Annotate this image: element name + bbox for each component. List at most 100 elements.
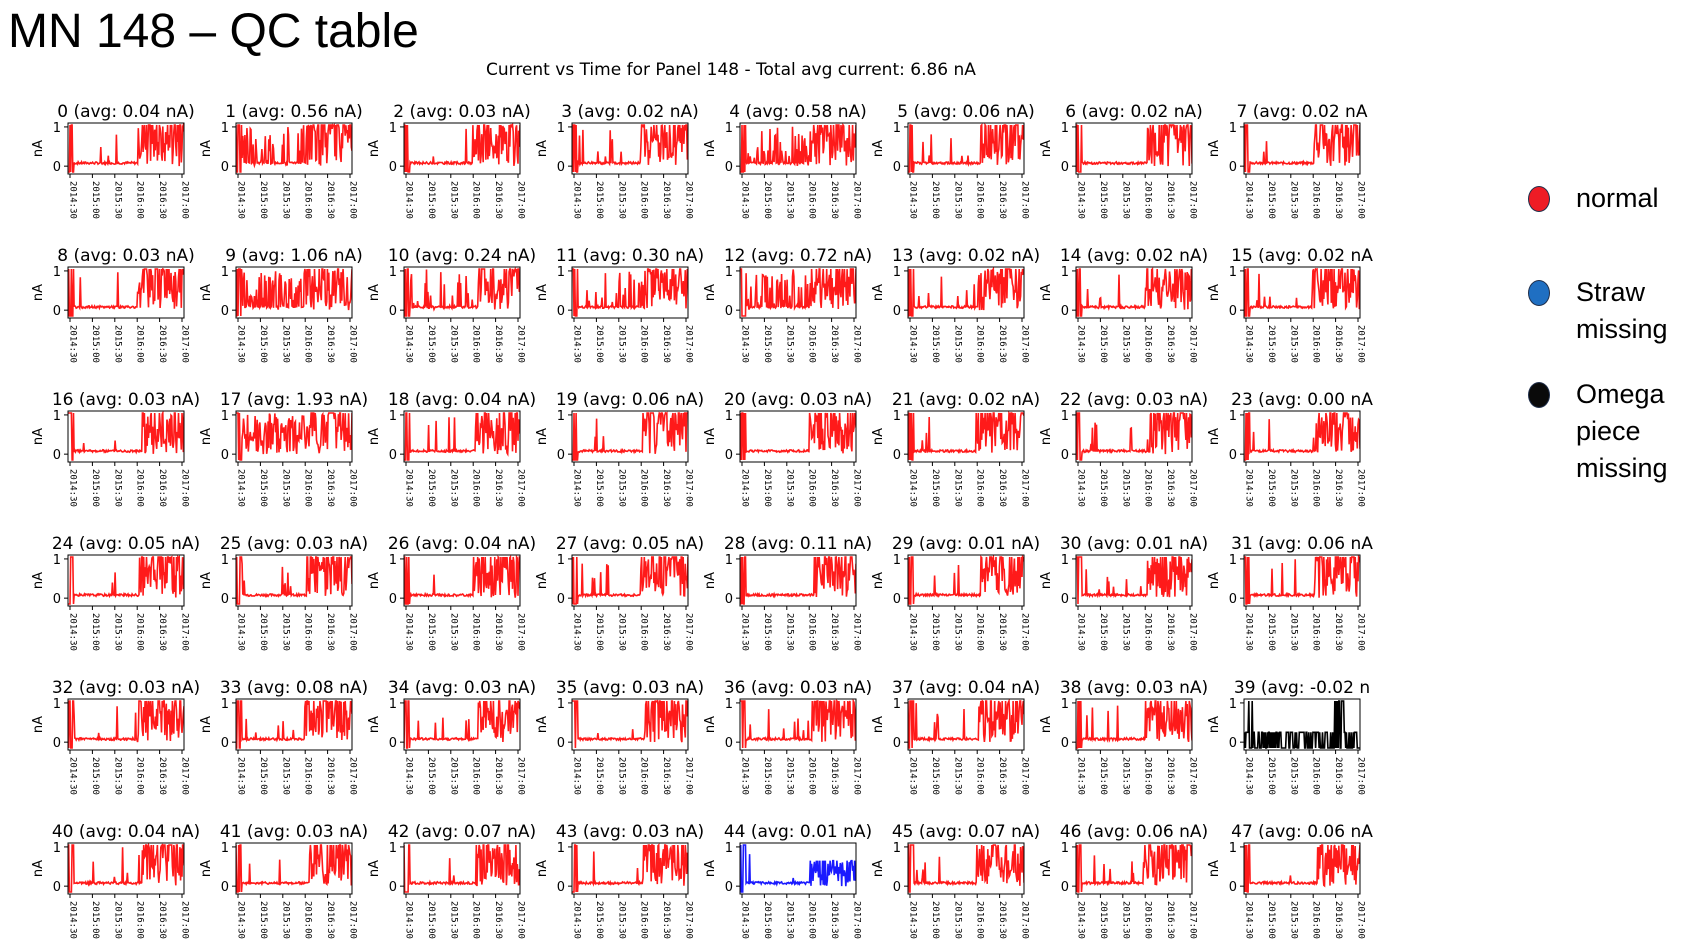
panel-title: 8 (avg: 0.03 nA) [57,246,195,266]
panel-title: 14 (avg: 0.02 nA) [1060,246,1208,266]
panel-4: 4 (avg: 0.58 nA)1 0 nA 2014:30 2015:00 2015:3… [703,102,867,219]
y-tick-label: 0 [53,592,61,607]
x-tick-label: 2014:30 [572,181,582,219]
y-tick-label: 0 [389,304,397,319]
panel-title: 47 (avg: 0.06 nA [1231,822,1373,842]
axes-frame [739,554,857,607]
axes-frame [403,410,521,463]
panel-11: 11 (avg: 0.30 nA)1 0 nA 2014:30 2015:00 2015:… [535,246,704,363]
axes-frame [1243,698,1361,751]
x-tick-label: 2016:00 [639,901,649,939]
axes-frame [907,842,1025,895]
x-tick-label: 2016:00 [135,469,145,507]
x-tick-label: 2015:00 [90,181,100,219]
x-tick-label: 2016:00 [303,469,313,507]
y-axis-label: nA [535,428,550,445]
panel-38: 38 (avg: 0.03 nA)1 0 nA 2014:30 2015:00 2015:… [1039,678,1208,795]
x-tick-label: 2016:00 [1143,325,1153,363]
x-tick-label: 2014:30 [1244,613,1254,651]
y-tick-label: 1 [53,841,61,856]
series-line [236,556,352,605]
x-tick-label: 2016:30 [661,613,671,651]
axes-frame [571,698,689,751]
panel-29: 29 (avg: 0.01 nA)1 0 nA 2014:30 2015:00 2015:… [871,534,1040,651]
panel-19: 19 (avg: 0.06 nA)1 0 nA 2014:30 2015:00 2015:… [535,390,704,507]
x-tick-label: 2017:00 [180,901,190,939]
x-tick-label: 2016:00 [135,613,145,651]
y-tick-label: 0 [53,160,61,175]
panel-title: 18 (avg: 0.04 nA) [388,390,536,410]
axes-frame [739,410,857,463]
x-tick-label: 2015:00 [258,325,268,363]
y-tick-label: 0 [389,736,397,751]
x-tick-label: 2016:00 [135,325,145,363]
x-tick-label: 2015:30 [280,757,290,795]
x-tick-label: 2016:00 [975,901,985,939]
y-axis-label: nA [535,140,550,157]
y-axis-label: nA [871,860,886,877]
x-tick-label: 2015:30 [112,325,122,363]
x-tick-label: 2016:30 [1165,901,1175,939]
y-axis-label: nA [1039,860,1054,877]
x-tick-label: 2016:30 [1165,181,1175,219]
x-tick-label: 2016:30 [493,469,503,507]
y-tick-label: 0 [221,304,229,319]
panel-title: 2 (avg: 0.03 nA) [393,102,531,122]
series-line [908,555,1024,605]
y-axis-label: nA [1039,572,1054,589]
panel-title: 22 (avg: 0.03 nA) [1060,390,1208,410]
y-tick-label: 0 [893,160,901,175]
x-tick-label: 2016:30 [661,325,671,363]
x-tick-label: 2017:00 [1020,757,1030,795]
x-tick-label: 2015:00 [426,325,436,363]
x-tick-label: 2017:00 [684,901,694,939]
y-tick-label: 1 [725,409,733,424]
y-axis-label: nA [31,572,46,589]
x-tick-label: 2015:30 [616,901,626,939]
x-tick-label: 2017:00 [1188,613,1198,651]
panel-36: 36 (avg: 0.03 nA)1 0 nA 2014:30 2015:00 2015:… [703,678,872,795]
y-tick-label: 1 [53,409,61,424]
x-tick-label: 2015:30 [280,325,290,363]
x-tick-label: 2017:00 [348,613,358,651]
series-line [404,555,520,605]
x-tick-label: 2015:30 [1120,613,1130,651]
axes-frame [235,554,353,607]
x-tick-label: 2015:00 [594,757,604,795]
x-tick-label: 2015:00 [258,613,268,651]
x-tick-label: 2016:00 [471,469,481,507]
x-tick-label: 2014:30 [404,757,414,795]
x-tick-label: 2015:30 [448,613,458,651]
y-tick-label: 0 [221,880,229,895]
y-axis-label: nA [31,284,46,301]
panel-35: 35 (avg: 0.03 nA)1 0 nA 2014:30 2015:00 2015:… [535,678,704,795]
y-axis-label: nA [31,140,46,157]
y-tick-label: 0 [53,880,61,895]
x-tick-label: 2017:00 [180,469,190,507]
y-tick-label: 1 [893,841,901,856]
y-tick-label: 1 [725,841,733,856]
x-tick-label: 2017:00 [1188,181,1198,219]
x-tick-label: 2016:00 [471,901,481,939]
legend-dot-straw-missing [1528,280,1550,306]
panel-title: 17 (avg: 1.93 nA) [220,390,368,410]
x-tick-label: 2015:30 [112,469,122,507]
x-tick-label: 2014:30 [404,325,414,363]
x-tick-label: 2016:00 [975,325,985,363]
series-line [572,411,688,461]
panel-title: 29 (avg: 0.01 nA) [892,534,1040,554]
x-tick-label: 2016:00 [1143,613,1153,651]
y-tick-label: 0 [893,880,901,895]
y-tick-label: 1 [221,409,229,424]
x-tick-label: 2016:30 [829,757,839,795]
x-tick-label: 2016:30 [325,901,335,939]
x-tick-label: 2017:00 [1020,901,1030,939]
x-tick-label: 2015:00 [762,469,772,507]
y-tick-label: 0 [389,592,397,607]
y-tick-label: 0 [893,304,901,319]
x-tick-label: 2017:00 [1020,325,1030,363]
x-tick-label: 2016:30 [997,469,1007,507]
x-tick-label: 2014:30 [68,469,78,507]
x-tick-label: 2014:30 [68,757,78,795]
panel-8: 8 (avg: 0.03 nA)1 0 nA 2014:30 2015:00 2015:3… [31,246,195,363]
